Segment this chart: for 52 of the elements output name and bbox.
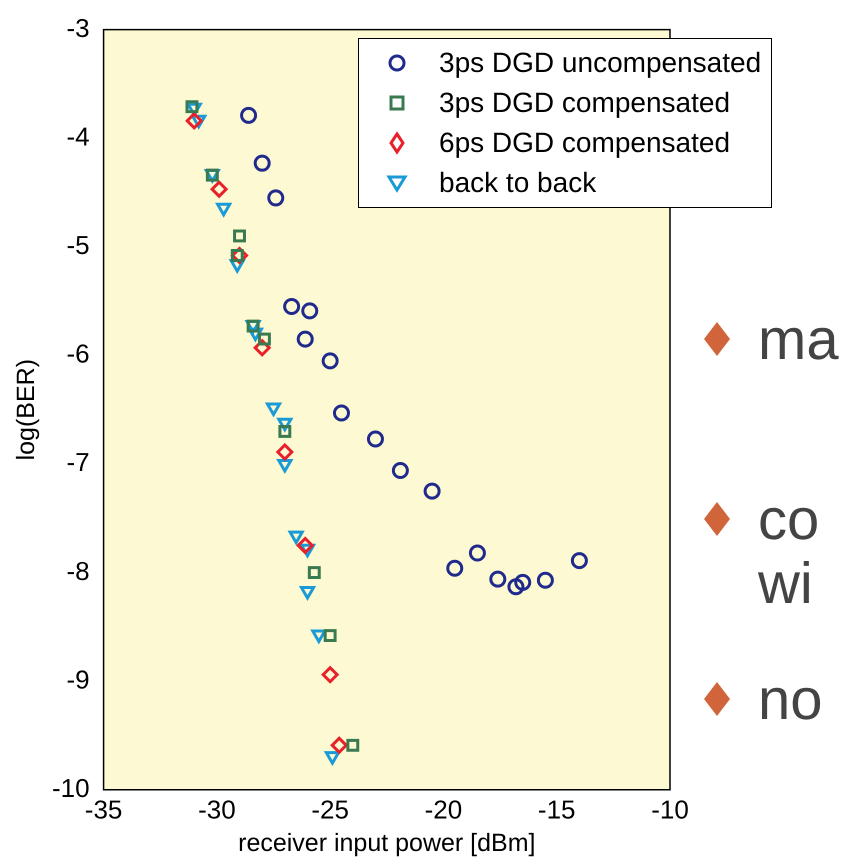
point — [267, 189, 284, 206]
point — [322, 352, 339, 370]
legend-label: back to back — [439, 166, 596, 200]
y-tick-label: -7 — [66, 447, 90, 478]
text: co wi — [758, 487, 820, 616]
y-tick-label: -10 — [52, 772, 90, 803]
point — [186, 112, 203, 130]
point — [468, 544, 486, 562]
text: no — [758, 667, 823, 732]
point — [296, 330, 314, 348]
point — [308, 566, 321, 580]
y-axis-title: log(BER) — [12, 358, 40, 460]
y-tick-label: -8 — [66, 556, 90, 586]
point — [392, 462, 409, 480]
legend-label: 3ps DGD compensated — [439, 86, 730, 120]
legend-label: 6ps DGD compensated — [439, 126, 730, 160]
point — [258, 332, 271, 346]
point — [301, 302, 318, 320]
point — [424, 482, 441, 500]
point — [514, 574, 532, 591]
point — [296, 536, 314, 554]
text: ma — [758, 307, 839, 372]
x-tick-label: -25 — [311, 794, 349, 825]
point — [322, 666, 339, 684]
point — [324, 629, 337, 642]
point — [446, 560, 464, 577]
y-tick-label: -3 — [66, 12, 90, 43]
point — [489, 570, 506, 588]
point — [283, 298, 300, 316]
point — [330, 736, 348, 754]
point — [276, 444, 294, 461]
point — [332, 404, 350, 422]
x-tick-label: -20 — [424, 794, 462, 825]
point — [346, 738, 360, 752]
point — [240, 106, 258, 124]
x-axis-title: receiver input power [dBm] — [238, 828, 536, 857]
x-tick-label: -30 — [198, 794, 236, 825]
point — [233, 229, 246, 242]
legend-label: 3ps DGD uncompensated — [439, 46, 762, 80]
y-tick-label: -5 — [66, 230, 90, 260]
y-tick-label: -9 — [66, 664, 90, 694]
y-tick-label: -4 — [66, 121, 90, 152]
x-tick-label: -15 — [538, 794, 576, 825]
point — [536, 572, 554, 589]
point — [185, 100, 198, 114]
y-tick-label: -6 — [66, 338, 90, 369]
point — [254, 154, 271, 172]
point — [570, 552, 588, 570]
point — [366, 430, 384, 448]
x-tick-label: -10 — [651, 794, 689, 825]
point — [507, 578, 524, 596]
point — [210, 180, 228, 198]
